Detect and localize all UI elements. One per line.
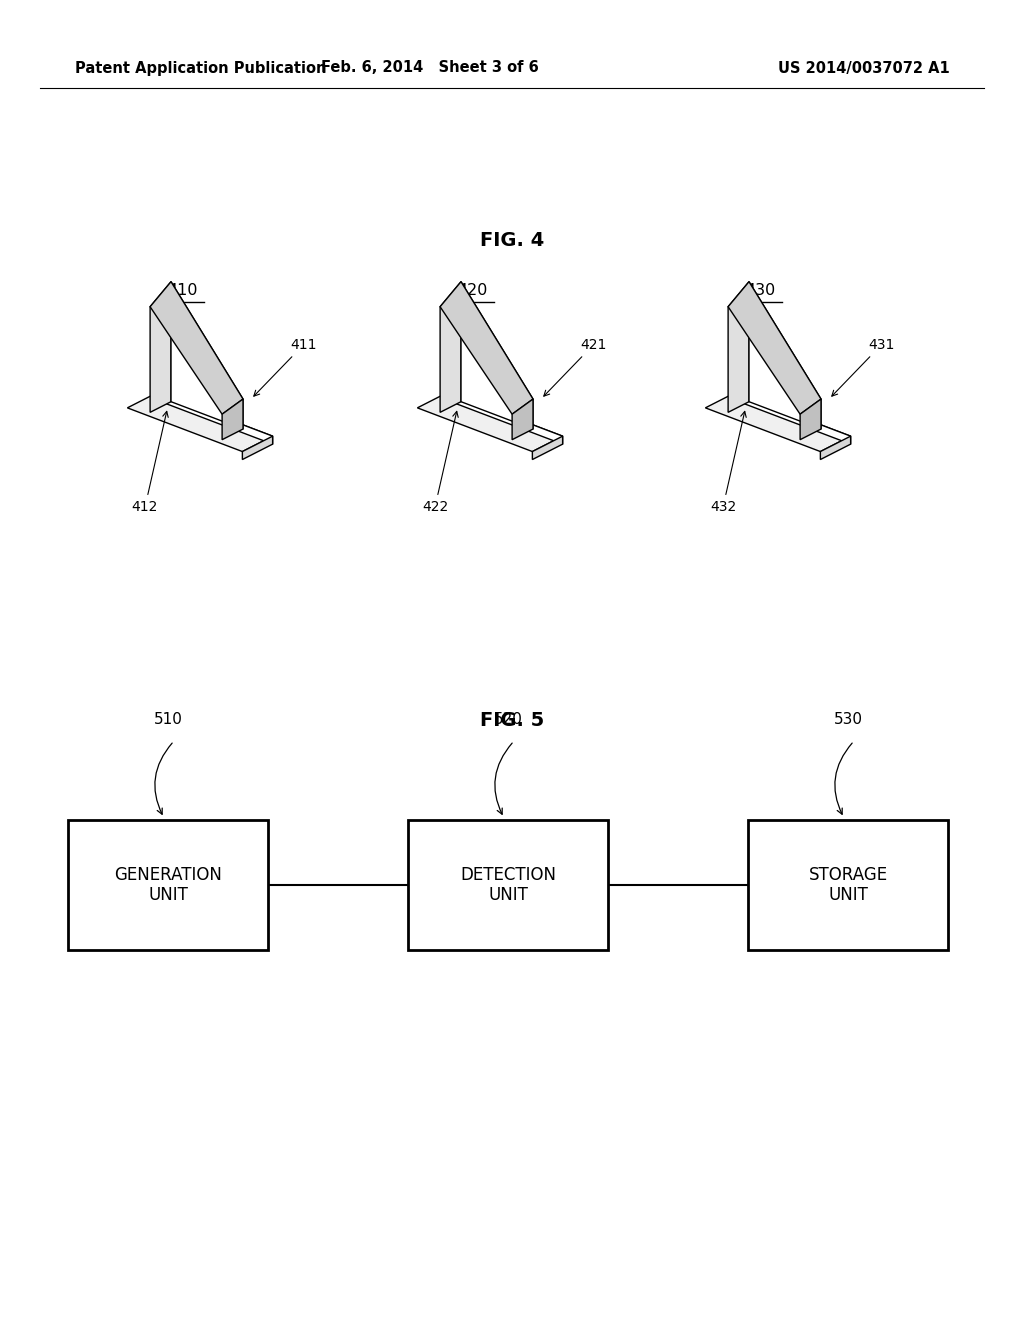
Text: 422: 422 [422,412,458,513]
Polygon shape [728,281,821,414]
Text: 432: 432 [710,412,746,513]
Text: 431: 431 [831,338,894,396]
Text: 430: 430 [744,282,775,298]
Text: 520: 520 [494,711,522,727]
Polygon shape [532,436,562,459]
Polygon shape [447,392,562,444]
Polygon shape [151,281,243,414]
Polygon shape [706,392,851,451]
Polygon shape [749,281,821,429]
Polygon shape [127,392,272,451]
Text: STORAGE
UNIT: STORAGE UNIT [808,866,888,904]
Text: GENERATION
UNIT: GENERATION UNIT [114,866,222,904]
Text: 420: 420 [457,282,487,298]
Polygon shape [440,281,534,414]
Polygon shape [800,399,821,440]
Text: 411: 411 [254,338,316,396]
Text: 530: 530 [834,711,862,727]
Polygon shape [735,392,851,444]
Polygon shape [222,399,243,440]
Text: Patent Application Publication: Patent Application Publication [75,61,327,75]
Text: FIG. 4: FIG. 4 [480,231,544,249]
Polygon shape [728,281,749,412]
Bar [748,820,948,950]
Text: FIG. 5: FIG. 5 [480,710,544,730]
Polygon shape [151,281,171,412]
Text: 421: 421 [544,338,606,396]
Text: Feb. 6, 2014   Sheet 3 of 6: Feb. 6, 2014 Sheet 3 of 6 [322,61,539,75]
Polygon shape [418,392,562,451]
Text: DETECTION
UNIT: DETECTION UNIT [460,866,556,904]
Polygon shape [243,436,272,459]
Bar [408,820,608,950]
Bar [68,820,268,950]
Polygon shape [440,281,461,412]
Text: 412: 412 [132,412,168,513]
Text: 510: 510 [154,711,182,727]
Text: US 2014/0037072 A1: US 2014/0037072 A1 [778,61,950,75]
Polygon shape [512,399,534,440]
Polygon shape [461,281,534,429]
Polygon shape [158,392,272,444]
Polygon shape [820,436,851,459]
Text: 410: 410 [167,282,198,298]
Polygon shape [171,281,243,429]
